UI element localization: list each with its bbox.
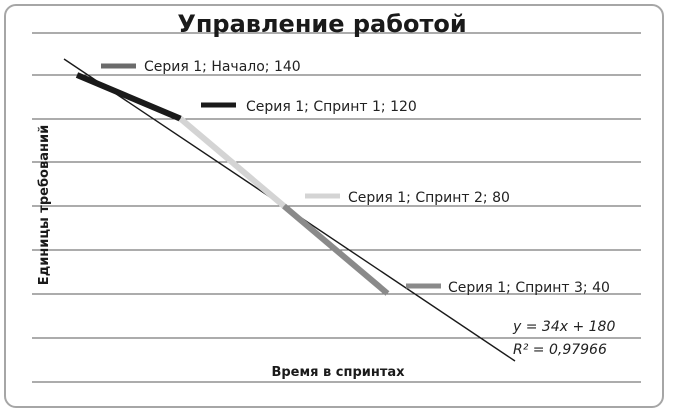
trendline-r2: R² = 0,97966: [513, 342, 607, 358]
x-axis-title: Время в спринтах: [271, 365, 405, 380]
y-axis-title: Единицы требований: [37, 125, 52, 285]
series-segment-1: [75, 72, 182, 122]
data-label-4: Серия 1; Спринт 3; 40: [448, 280, 610, 296]
chart-title: Управление работой: [177, 10, 466, 38]
series-segment-2: [178, 116, 286, 209]
series-group: [75, 72, 390, 296]
trendline-equation: y = 34x + 180: [512, 319, 615, 335]
data-label-1: Серия 1; Начало; 140: [144, 59, 301, 75]
data-label-2: Серия 1; Спринт 1; 120: [246, 99, 417, 115]
data-labels-group: Серия 1; Начало; 140 Серия 1; Спринт 1; 1…: [101, 59, 610, 296]
data-label-3: Серия 1; Спринт 2; 80: [348, 190, 510, 206]
series-segment-3: [282, 203, 390, 296]
